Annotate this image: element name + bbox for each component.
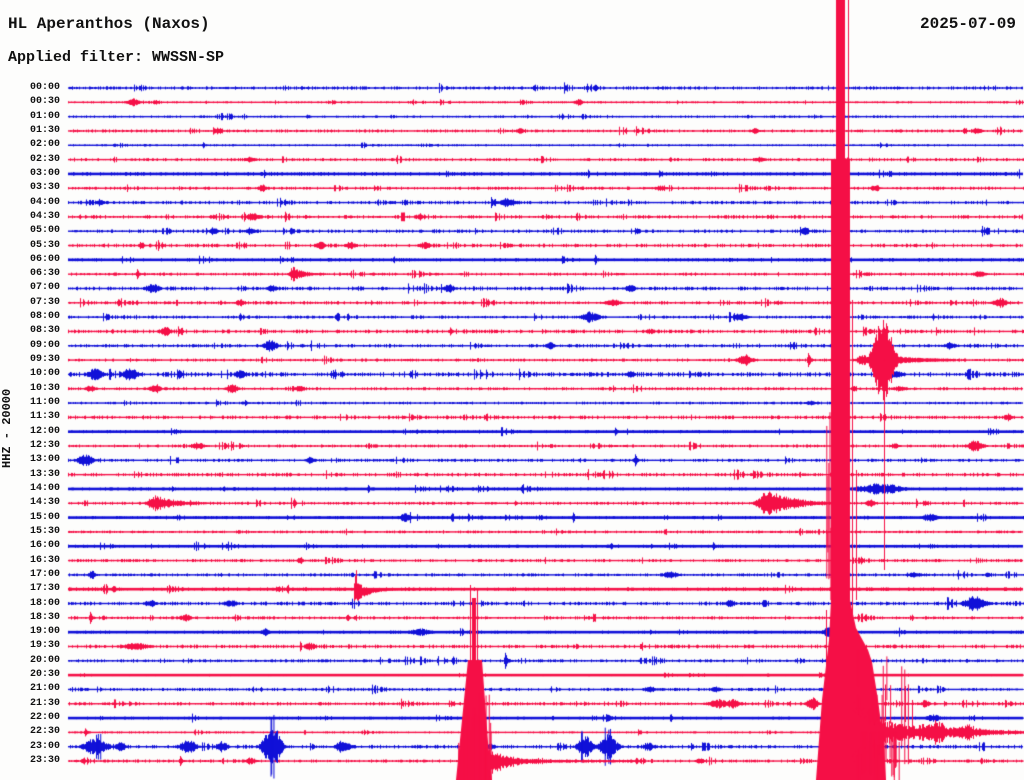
row-time-label: 14:00: [29, 482, 60, 494]
row-time-label: 07:00: [29, 282, 60, 294]
row-time-label: 00:00: [29, 82, 60, 93]
row-time-label: 22:30: [29, 726, 60, 738]
row-time-label: 01:30: [29, 124, 60, 136]
row-time-label: 14:30: [29, 497, 60, 509]
row-time-label: 12:30: [29, 440, 60, 451]
station-title: HL Aperanthos (Naxos): [8, 15, 210, 33]
row-time-label: 03:30: [29, 182, 60, 194]
row-time-label: 18:00: [29, 597, 60, 609]
row-time-label: 15:30: [29, 525, 60, 537]
row-time-label: 06:00: [29, 253, 60, 265]
row-time-label: 11:00: [29, 397, 60, 409]
row-time-label: 13:30: [29, 468, 60, 480]
row-time-label: 17:00: [29, 568, 60, 580]
row-time-label: 00:30: [29, 96, 60, 108]
row-time-label: 12:00: [29, 425, 60, 437]
row-time-label: 17:30: [29, 583, 60, 595]
row-time-label: 05:00: [29, 225, 60, 237]
row-time-label: 13:00: [29, 454, 60, 466]
row-time-label: 11:30: [29, 411, 60, 423]
row-time-label: 19:00: [29, 626, 60, 638]
time-labels: 00:00 00:30 01:00 01:30 02:00 02:30 03:00 03:30…: [0, 0, 62, 780]
row-time-label: 08:00: [29, 311, 60, 323]
row-time-label: 18:30: [29, 611, 60, 623]
row-time-label: 21:30: [29, 697, 60, 709]
row-time-label: 20:00: [29, 654, 60, 666]
row-time-label: 09:30: [29, 354, 60, 366]
row-time-label: 15:00: [29, 511, 60, 523]
row-time-label: 07:30: [29, 296, 60, 308]
row-time-label: 21:00: [29, 683, 60, 695]
row-time-label: 22:00: [29, 712, 60, 724]
row-time-label: 20:30: [29, 669, 60, 681]
row-time-label: 01:00: [29, 110, 60, 122]
row-time-label: 04:00: [29, 196, 60, 208]
row-time-label: 09:00: [29, 339, 60, 351]
row-time-label: 06:30: [29, 268, 60, 280]
row-time-label: 05:30: [29, 239, 60, 251]
row-time-label: 16:30: [29, 554, 60, 566]
row-time-label: 23:00: [29, 740, 60, 752]
row-time-label: 23:30: [29, 755, 60, 767]
row-time-label: 16:00: [29, 540, 60, 552]
row-time-label: 10:30: [29, 382, 60, 394]
row-time-label: 08:30: [29, 325, 60, 337]
row-time-label: 19:30: [29, 640, 60, 652]
filter-label: Applied filter: WWSSN-SP: [8, 49, 225, 66]
row-time-label: 02:00: [29, 139, 60, 151]
row-time-label: 10:00: [29, 368, 60, 380]
date-label: 2025-07-09: [919, 15, 1016, 33]
row-time-label: 03:00: [29, 167, 60, 179]
row-time-label: 02:30: [29, 153, 60, 165]
row-time-label: 04:30: [29, 210, 60, 222]
